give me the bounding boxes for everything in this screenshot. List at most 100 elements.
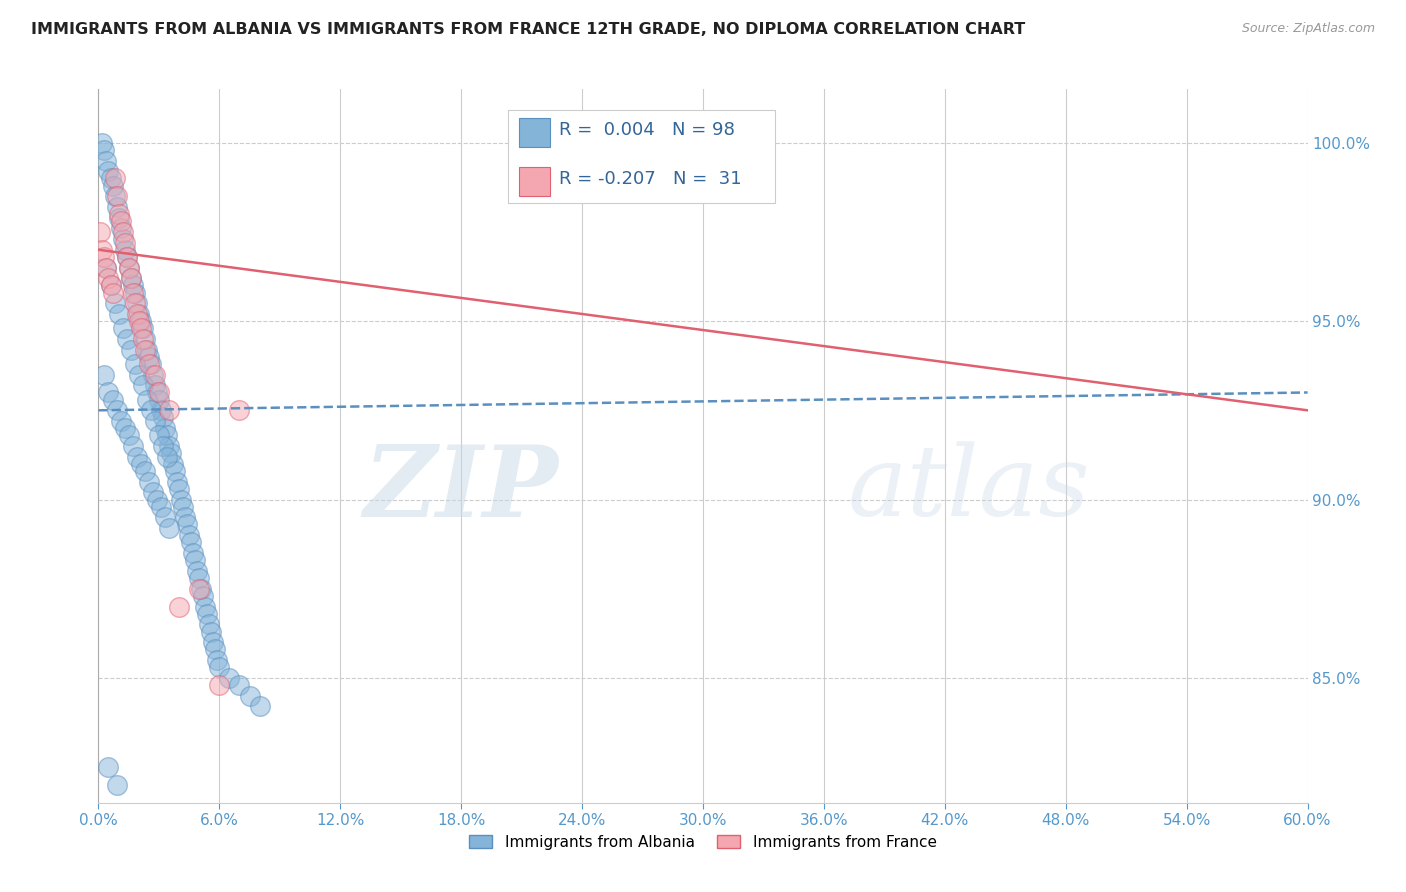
Point (128, 368, 150, 382)
Point (146, 385, 169, 400)
Point (129, 321, 152, 335)
Point (107, 207, 129, 221)
Point (103, 189, 125, 203)
Text: atlas: atlas (848, 442, 1091, 536)
Point (125, 307, 148, 321)
Point (100, 278, 122, 293)
Point (103, 171, 125, 186)
Point (239, 689, 262, 703)
Point (148, 428, 170, 442)
Point (100, 171, 122, 186)
Point (181, 546, 204, 560)
Point (180, 535, 202, 549)
Point (138, 350, 160, 364)
Point (194, 599, 217, 614)
Point (114, 235, 136, 250)
Point (128, 314, 150, 328)
Point (120, 271, 142, 285)
Point (170, 492, 193, 507)
Point (135, 392, 157, 407)
Point (114, 421, 136, 435)
Point (118, 260, 141, 275)
Point (249, 699, 271, 714)
Point (146, 492, 169, 507)
Text: ZIP: ZIP (363, 441, 558, 537)
Point (162, 457, 184, 471)
Point (115, 250, 138, 264)
Point (207, 653, 229, 667)
Point (184, 553, 207, 567)
Legend: Immigrants from Albania, Immigrants from France: Immigrants from Albania, Immigrants from… (464, 829, 942, 855)
Point (129, 314, 152, 328)
Point (143, 378, 166, 392)
Point (148, 392, 170, 407)
Point (111, 225, 134, 239)
Point (188, 582, 211, 596)
Point (96, 153, 118, 168)
Point (125, 450, 148, 464)
Point (134, 332, 156, 346)
Point (129, 457, 152, 471)
Point (208, 660, 231, 674)
Point (200, 624, 222, 639)
Point (157, 403, 180, 417)
Point (110, 414, 132, 428)
Point (118, 260, 141, 275)
Point (139, 357, 162, 371)
Point (101, 392, 124, 407)
Point (179, 528, 201, 542)
Point (91, 136, 114, 150)
Point (153, 510, 176, 524)
Point (97, 271, 120, 285)
Point (101, 285, 124, 300)
Point (115, 250, 138, 264)
Point (156, 450, 179, 464)
Point (114, 243, 136, 257)
Point (160, 446, 183, 460)
Point (124, 357, 146, 371)
Point (149, 403, 172, 417)
Point (143, 414, 166, 428)
Point (166, 475, 188, 489)
Point (148, 385, 170, 400)
Point (91, 243, 114, 257)
Point (167, 482, 190, 496)
Point (125, 296, 148, 310)
Point (121, 278, 143, 293)
Point (93, 368, 115, 382)
Point (204, 642, 226, 657)
Point (120, 271, 142, 285)
Point (105, 200, 128, 214)
Point (142, 368, 165, 382)
Text: IMMIGRANTS FROM ALBANIA VS IMMIGRANTS FROM FRANCE 12TH GRADE, NO DIPLOMA CORRELA: IMMIGRANTS FROM ALBANIA VS IMMIGRANTS FR… (31, 22, 1025, 37)
Point (100, 278, 122, 293)
Point (134, 343, 156, 357)
Point (121, 439, 143, 453)
Point (176, 517, 198, 532)
Point (142, 485, 165, 500)
Point (190, 582, 212, 596)
Point (111, 232, 134, 246)
Point (110, 214, 132, 228)
Point (111, 321, 134, 335)
Point (97, 385, 120, 400)
Text: R =  0.004   N = 98: R = 0.004 N = 98 (558, 121, 734, 139)
Point (107, 307, 129, 321)
Point (105, 189, 128, 203)
Point (93, 250, 115, 264)
Point (121, 285, 143, 300)
Point (107, 211, 129, 225)
Point (138, 357, 160, 371)
Point (193, 589, 215, 603)
Point (198, 617, 221, 632)
Point (89, 225, 111, 239)
Point (96, 260, 118, 275)
Point (115, 332, 138, 346)
Point (188, 571, 211, 585)
Point (163, 464, 186, 478)
Point (93, 143, 115, 157)
Y-axis label: 12th Grade, No Diploma: 12th Grade, No Diploma (0, 353, 7, 539)
Point (156, 428, 179, 442)
Point (118, 428, 141, 442)
Text: R = -0.207   N =  31: R = -0.207 N = 31 (558, 170, 741, 188)
